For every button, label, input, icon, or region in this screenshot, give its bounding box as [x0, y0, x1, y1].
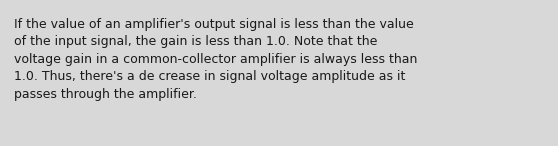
- Text: If the value of an amplifier's output signal is less than the value
of the input: If the value of an amplifier's output si…: [14, 18, 417, 100]
